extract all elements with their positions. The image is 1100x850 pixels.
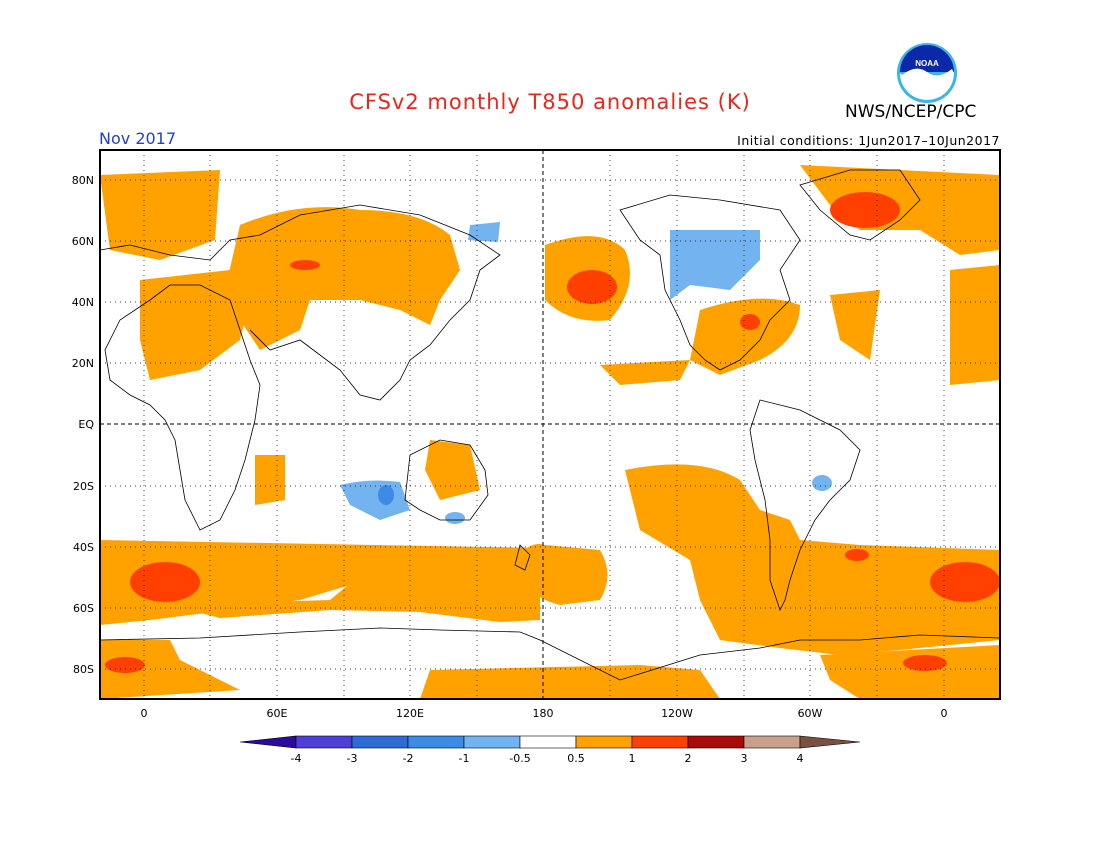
- lon-label: 60E: [267, 707, 288, 720]
- lat-label: 80S: [73, 663, 94, 676]
- map-frame: [99, 149, 1001, 700]
- colorbar-tick: 4: [797, 752, 804, 765]
- lon-label: 0: [941, 707, 948, 720]
- colorbar-tick: 1: [629, 752, 636, 765]
- hot-spot-south-atlantic: [130, 562, 200, 602]
- colorbar-tick: -3: [347, 752, 358, 765]
- warm-region-arctic-west: [100, 170, 220, 260]
- warm-region-eurasia: [225, 207, 460, 350]
- lat-label: 60S: [73, 602, 94, 615]
- noaa-logo: NOAA: [897, 43, 957, 103]
- colorbar-bin: [295, 735, 353, 749]
- coastline-greenland: [799, 169, 921, 241]
- colorbar-bin: [631, 735, 689, 749]
- warm-region-north-atlantic-east: [950, 265, 1000, 385]
- logo-text: NOAA: [915, 59, 939, 68]
- warm-region-europe: [140, 270, 250, 380]
- cold-region-north-america: [670, 230, 760, 300]
- colorbar-bin: [743, 735, 801, 749]
- lat-label: 60N: [72, 235, 94, 248]
- warm-region-north-atlantic: [830, 290, 880, 360]
- colorbar-arrow-low: [239, 735, 297, 749]
- cold-spot-indian-ocean: [378, 485, 394, 505]
- warm-region-africa: [255, 455, 285, 505]
- colorbar-bin: [575, 735, 633, 749]
- hot-spot-north-pacific: [567, 270, 617, 304]
- coastline-north-america: [619, 194, 801, 371]
- warm-region-tasman: [515, 544, 608, 605]
- lon-label: 0: [141, 707, 148, 720]
- initial-conditions-label: Initial conditions: 1Jun2017–10Jun2017: [737, 133, 1000, 148]
- lon-label: 60W: [798, 707, 823, 720]
- warm-region-antarctic-coast-east: [820, 645, 1000, 699]
- colorbar-tick: 2: [685, 752, 692, 765]
- warm-region-south-pacific: [625, 464, 1000, 655]
- lat-label: 20S: [73, 480, 94, 493]
- colorbar: -4 -3 -2 -1 -0.5 0.5 1 2 3 4: [239, 735, 861, 765]
- hot-spot-south-atlantic-east: [930, 562, 1000, 602]
- hot-spot-south-pacific: [845, 549, 869, 561]
- hot-spot-antarctic-west: [105, 657, 145, 673]
- colorbar-tick: -2: [403, 752, 414, 765]
- colorbar-tick: 0.5: [567, 752, 585, 765]
- colorbar-bin: [407, 735, 465, 749]
- warm-region-australia: [425, 440, 480, 500]
- colorbar-tick: -0.5: [509, 752, 530, 765]
- colorbar-bin: [351, 735, 409, 749]
- coastline-australia: [404, 439, 489, 521]
- colorbar-bin: [463, 735, 521, 749]
- hot-spot-greenland: [830, 192, 900, 228]
- longitude-labels: 0 60E 120E 180 120W 60W 0: [141, 707, 948, 720]
- colorbar-tick: -1: [459, 752, 470, 765]
- anomaly-field: [100, 150, 1000, 699]
- coastline-europe-asia: [100, 204, 501, 401]
- hot-spot-siberia: [290, 260, 320, 270]
- colorbar-bin: [519, 735, 577, 749]
- hot-spot-antarctic-east: [903, 655, 947, 671]
- warm-region-ross-sea: [420, 665, 720, 699]
- coastline-antarctica: [100, 627, 1000, 681]
- coastline-south-america: [749, 399, 861, 612]
- lat-label: 80N: [72, 174, 94, 187]
- latitude-labels: 80N 60N 40N 20N EQ 20S 40S 60S 80S: [72, 174, 95, 676]
- lat-label: 20N: [72, 357, 94, 370]
- colorbar-tick: -4: [291, 752, 302, 765]
- lon-label: 120E: [396, 707, 424, 720]
- warm-region-east-pacific: [600, 360, 690, 385]
- chart-title: CFSv2 monthly T850 anomalies (K): [349, 90, 751, 114]
- forecast-month-label: Nov 2017: [99, 129, 177, 148]
- colorbar-tick: 3: [741, 752, 748, 765]
- latitude-grid: [100, 179, 1000, 670]
- cold-region-bering: [468, 222, 500, 242]
- cold-region-brazil: [812, 475, 832, 491]
- colorbar-bin: [687, 735, 745, 749]
- colorbar-arrow-high: [799, 735, 861, 749]
- lat-label: 40S: [73, 541, 94, 554]
- lat-label: 40N: [72, 296, 94, 309]
- coastline-new-zealand: [514, 544, 531, 571]
- warm-region-southern-ocean-west2: [170, 560, 540, 622]
- lon-label: 120W: [661, 707, 693, 720]
- agency-label: NWS/NCEP/CPC: [845, 102, 977, 122]
- warm-region-antarctic-coast: [100, 640, 240, 699]
- lat-label: EQ: [78, 418, 94, 431]
- lon-label: 180: [533, 707, 554, 720]
- hot-spot-north-america: [740, 314, 760, 330]
- cold-region-australia: [445, 512, 465, 524]
